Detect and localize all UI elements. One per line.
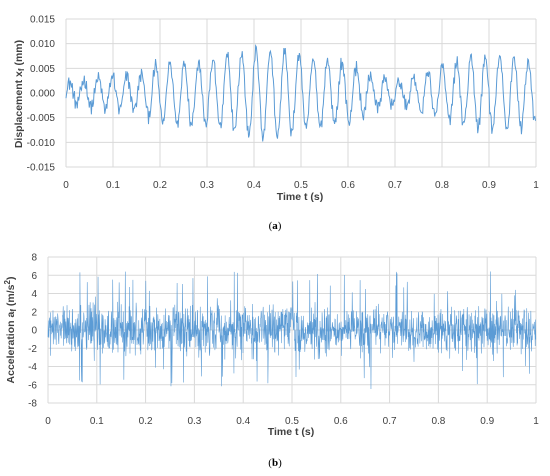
chart-b-y-tick-label: -6	[28, 380, 37, 391]
chart-b-x-tick-label: 0	[45, 416, 51, 427]
chart-b-x-ticks: 0 0.1 0.2 0.3 0.4 0.5 0.6 0.7 0.8 0.9 1	[45, 416, 539, 427]
chart-a-grid	[65, 18, 537, 168]
chart-b-panel-label: (b)	[268, 457, 282, 469]
chart-a-y-tick-label: -0.010	[27, 138, 56, 149]
chart-a-y-tick-label: 0.015	[30, 15, 55, 26]
chart-a-x-tick-label: 1	[533, 180, 539, 191]
chart-b-x-tick-label: 0.1	[90, 416, 104, 427]
chart-a-x-tick-label: 0.6	[341, 180, 355, 191]
chart-a-x-tick-label: 0.5	[294, 180, 308, 191]
chart-a-y-ticks: 0.015 0.010 0.005 0.000 -0.005 -0.010 -0.015	[27, 15, 56, 174]
chart-b-x-tick-label: 0.4	[236, 416, 250, 427]
chart-a-y-axis-label: Displacement xf (mm)	[13, 40, 26, 148]
chart-b-y-tick-label: 2	[31, 307, 37, 318]
chart-b-x-tick-label: 0.6	[334, 416, 348, 427]
chart-b-y-tick-label: 8	[31, 253, 37, 264]
chart-b-y-tick-label: 0	[31, 326, 37, 337]
chart-a: 0.015 0.010 0.005 0.000 -0.005 -0.010 -0.015 0…	[13, 15, 539, 233]
chart-b-x-tick-label: 0.7	[383, 416, 397, 427]
chart-a-x-tick-label: 0.3	[200, 180, 214, 191]
chart-a-x-tick-label: 0	[63, 180, 69, 191]
chart-a-y-tick-label: -0.005	[27, 113, 56, 124]
chart-a-x-tick-label: 0.7	[388, 180, 402, 191]
chart-a-y-tick-label: 0.000	[30, 89, 55, 100]
chart-b-series-line	[47, 271, 537, 390]
chart-b-y-axis-label: Acceleration af (m/s2)	[3, 277, 18, 384]
chart-a-y-tick-label: 0.005	[30, 64, 55, 75]
chart-a-y-tick-label: 0.010	[30, 39, 55, 50]
chart-b-y-ticks: 8 6 4 2 0 -2 -4 -6 -8	[28, 253, 37, 410]
chart-a-x-ticks: 0 0.1 0.2 0.3 0.4 0.5 0.6 0.7 0.8 0.9 1	[63, 180, 539, 191]
chart-a-x-tick-label: 0.2	[153, 180, 167, 191]
chart-b-x-tick-label: 0.9	[480, 416, 494, 427]
chart-b-x-tick-label: 1	[533, 416, 539, 427]
chart-a-x-tick-label: 0.1	[106, 180, 120, 191]
chart-b-x-tick-label: 0.8	[431, 416, 445, 427]
chart-b-x-tick-label: 0.3	[187, 416, 201, 427]
chart-a-x-axis-label: Time t (s)	[277, 191, 323, 203]
chart-a-series-line	[65, 43, 537, 142]
chart-b-x-tick-label: 0.5	[285, 416, 299, 427]
chart-a-panel-label: (a)	[269, 220, 282, 232]
chart-b-y-tick-label: -2	[28, 344, 37, 355]
chart-a-x-tick-label: 0.9	[482, 180, 496, 191]
chart-b-y-tick-label: -8	[28, 399, 37, 410]
chart-a-x-tick-label: 0.4	[247, 180, 261, 191]
chart-b-x-tick-label: 0.2	[139, 416, 153, 427]
chart-a-y-tick-label: -0.015	[27, 163, 56, 174]
chart-b-y-tick-label: -4	[28, 362, 37, 373]
chart-a-x-tick-label: 0.8	[435, 180, 449, 191]
chart-b-y-tick-label: 6	[31, 271, 37, 282]
chart-b-x-axis-label: Time t (s)	[268, 426, 314, 438]
chart-b-y-tick-label: 4	[31, 289, 37, 300]
